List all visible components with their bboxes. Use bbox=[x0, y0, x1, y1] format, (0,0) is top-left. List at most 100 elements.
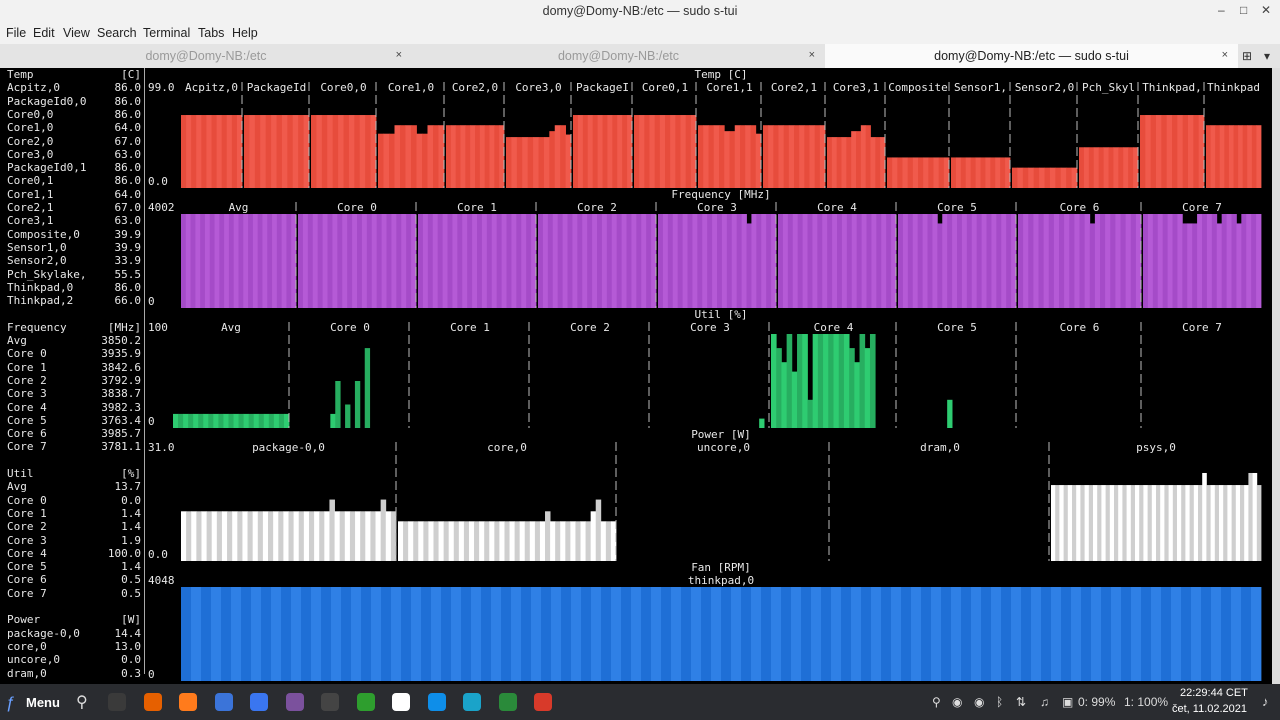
tab-2[interactable]: domy@Domy-NB:/etc × bbox=[412, 44, 825, 68]
bar bbox=[349, 511, 356, 561]
bar bbox=[821, 587, 832, 681]
menu-terminal[interactable]: Terminal bbox=[143, 26, 191, 40]
bar bbox=[354, 381, 361, 428]
signal-launcher-icon[interactable] bbox=[250, 693, 268, 711]
bar bbox=[1167, 214, 1173, 308]
search-icon[interactable]: ⚲ bbox=[76, 694, 88, 711]
firefox-dev-launcher-icon[interactable] bbox=[179, 693, 197, 711]
bar bbox=[1133, 147, 1139, 188]
firefox-launcher-icon[interactable] bbox=[143, 693, 162, 711]
menu-edit[interactable]: Edit bbox=[33, 26, 55, 40]
bar bbox=[422, 214, 429, 308]
cpu-tray-icon[interactable]: ▣ bbox=[1062, 695, 1074, 709]
tab-close-icon[interactable]: × bbox=[808, 49, 815, 61]
bar bbox=[527, 137, 534, 188]
spreadsheet-launcher-icon[interactable] bbox=[498, 693, 517, 711]
sidebar-temp-label: Core2,0 bbox=[7, 134, 54, 148]
terminal-launcher-icon[interactable] bbox=[108, 693, 126, 711]
tab-3[interactable]: domy@Domy-NB:/etc — sudo s-tui × bbox=[825, 44, 1238, 68]
bar bbox=[1001, 214, 1007, 308]
maximize-button[interactable]: □ bbox=[1240, 3, 1248, 17]
sidebar-util-label: Core 2 bbox=[7, 520, 47, 534]
tab-close-icon[interactable]: × bbox=[395, 49, 402, 61]
mail-launcher-icon[interactable] bbox=[214, 693, 233, 711]
bar bbox=[837, 214, 843, 308]
bar bbox=[355, 511, 361, 561]
menu-tabs[interactable]: Tabs bbox=[198, 26, 225, 40]
bar bbox=[990, 157, 996, 188]
bar bbox=[866, 214, 872, 308]
sidebar-util-value: 1.9 bbox=[121, 533, 141, 547]
bar bbox=[1221, 587, 1232, 681]
bar bbox=[1041, 587, 1052, 681]
series-label: dram,0 bbox=[920, 441, 960, 454]
bar bbox=[331, 587, 342, 681]
new-tab-icon[interactable]: ⊞ bbox=[1242, 49, 1253, 63]
bar bbox=[607, 115, 613, 188]
bar bbox=[481, 214, 488, 308]
monitor-launcher-icon[interactable] bbox=[463, 693, 481, 711]
terminal-area[interactable]: Temp [C] 99.0 0.0 Acpitz,0 PackageId Core0,0 C… bbox=[0, 68, 1272, 684]
bar bbox=[672, 214, 679, 308]
bar bbox=[781, 362, 788, 428]
menu-file[interactable]: File bbox=[6, 26, 27, 40]
bar bbox=[432, 214, 439, 308]
teamviewer-tray-icon[interactable]: ◉ bbox=[952, 695, 963, 709]
menu-search[interactable]: Search bbox=[97, 26, 137, 40]
menu-help[interactable]: Help bbox=[232, 26, 258, 40]
bar bbox=[522, 137, 529, 188]
calculator-launcher-icon[interactable] bbox=[321, 693, 339, 711]
bar bbox=[846, 137, 852, 188]
bar bbox=[734, 125, 741, 188]
bar bbox=[316, 115, 323, 188]
close-button[interactable]: ✕ bbox=[1261, 3, 1272, 17]
viber-tray-icon[interactable]: ◉ bbox=[974, 695, 985, 709]
bar bbox=[1177, 214, 1183, 308]
teamviewer-launcher-icon[interactable] bbox=[427, 693, 446, 711]
bar bbox=[1066, 167, 1072, 188]
tab-menu-icon[interactable]: ▾ bbox=[1264, 49, 1271, 63]
sidebar-temp-value: 86.0 bbox=[114, 280, 142, 294]
sidebar-power-value: 0.3 bbox=[121, 666, 141, 680]
bluetooth-icon[interactable]: ᛒ bbox=[996, 695, 1004, 709]
bar bbox=[354, 115, 361, 188]
menu-view[interactable]: View bbox=[63, 26, 90, 40]
network-icon[interactable]: ⇅ bbox=[1016, 695, 1027, 709]
xmind-launcher-icon[interactable] bbox=[534, 693, 552, 711]
bar bbox=[741, 214, 747, 308]
bar bbox=[311, 587, 322, 681]
bar bbox=[281, 587, 292, 681]
clock-time[interactable]: 22:29:44 CET bbox=[1180, 687, 1248, 699]
viber-launcher-icon[interactable] bbox=[285, 693, 304, 711]
bar bbox=[898, 214, 904, 308]
sidebar-util-label: Core 6 bbox=[7, 573, 47, 587]
minimize-button[interactable]: – bbox=[1218, 3, 1225, 17]
tab-1[interactable]: domy@Domy-NB:/etc × bbox=[0, 44, 412, 68]
bar bbox=[1135, 214, 1142, 308]
bar bbox=[1206, 485, 1211, 561]
clock-date[interactable]: čet, 11.02.2021 bbox=[1172, 703, 1248, 715]
bar bbox=[233, 413, 239, 428]
menu-button[interactable]: Menu bbox=[26, 695, 60, 710]
bar bbox=[756, 214, 762, 308]
bar bbox=[976, 214, 982, 308]
bar bbox=[1023, 214, 1029, 308]
simplenote-launcher-icon[interactable] bbox=[392, 693, 410, 711]
editor-launcher-icon[interactable] bbox=[356, 693, 375, 711]
bar bbox=[555, 521, 561, 561]
bar bbox=[1033, 167, 1040, 188]
location-icon[interactable]: ⚲ bbox=[932, 695, 941, 709]
sidebar-power-header: Power bbox=[7, 613, 41, 627]
bar bbox=[745, 125, 751, 188]
bar bbox=[792, 214, 799, 308]
bar bbox=[741, 587, 752, 681]
notification-bell-icon[interactable]: ♪ bbox=[1262, 694, 1269, 709]
bar bbox=[253, 413, 260, 428]
terminal-scrollbar[interactable] bbox=[1272, 68, 1280, 684]
tab-close-icon[interactable]: × bbox=[1221, 49, 1228, 61]
sidebar-freq-value: 3982.3 bbox=[101, 400, 141, 414]
bar bbox=[927, 214, 933, 308]
bar bbox=[573, 115, 579, 188]
audio-icon[interactable]: ♫ bbox=[1040, 695, 1049, 709]
bar bbox=[1055, 167, 1062, 188]
